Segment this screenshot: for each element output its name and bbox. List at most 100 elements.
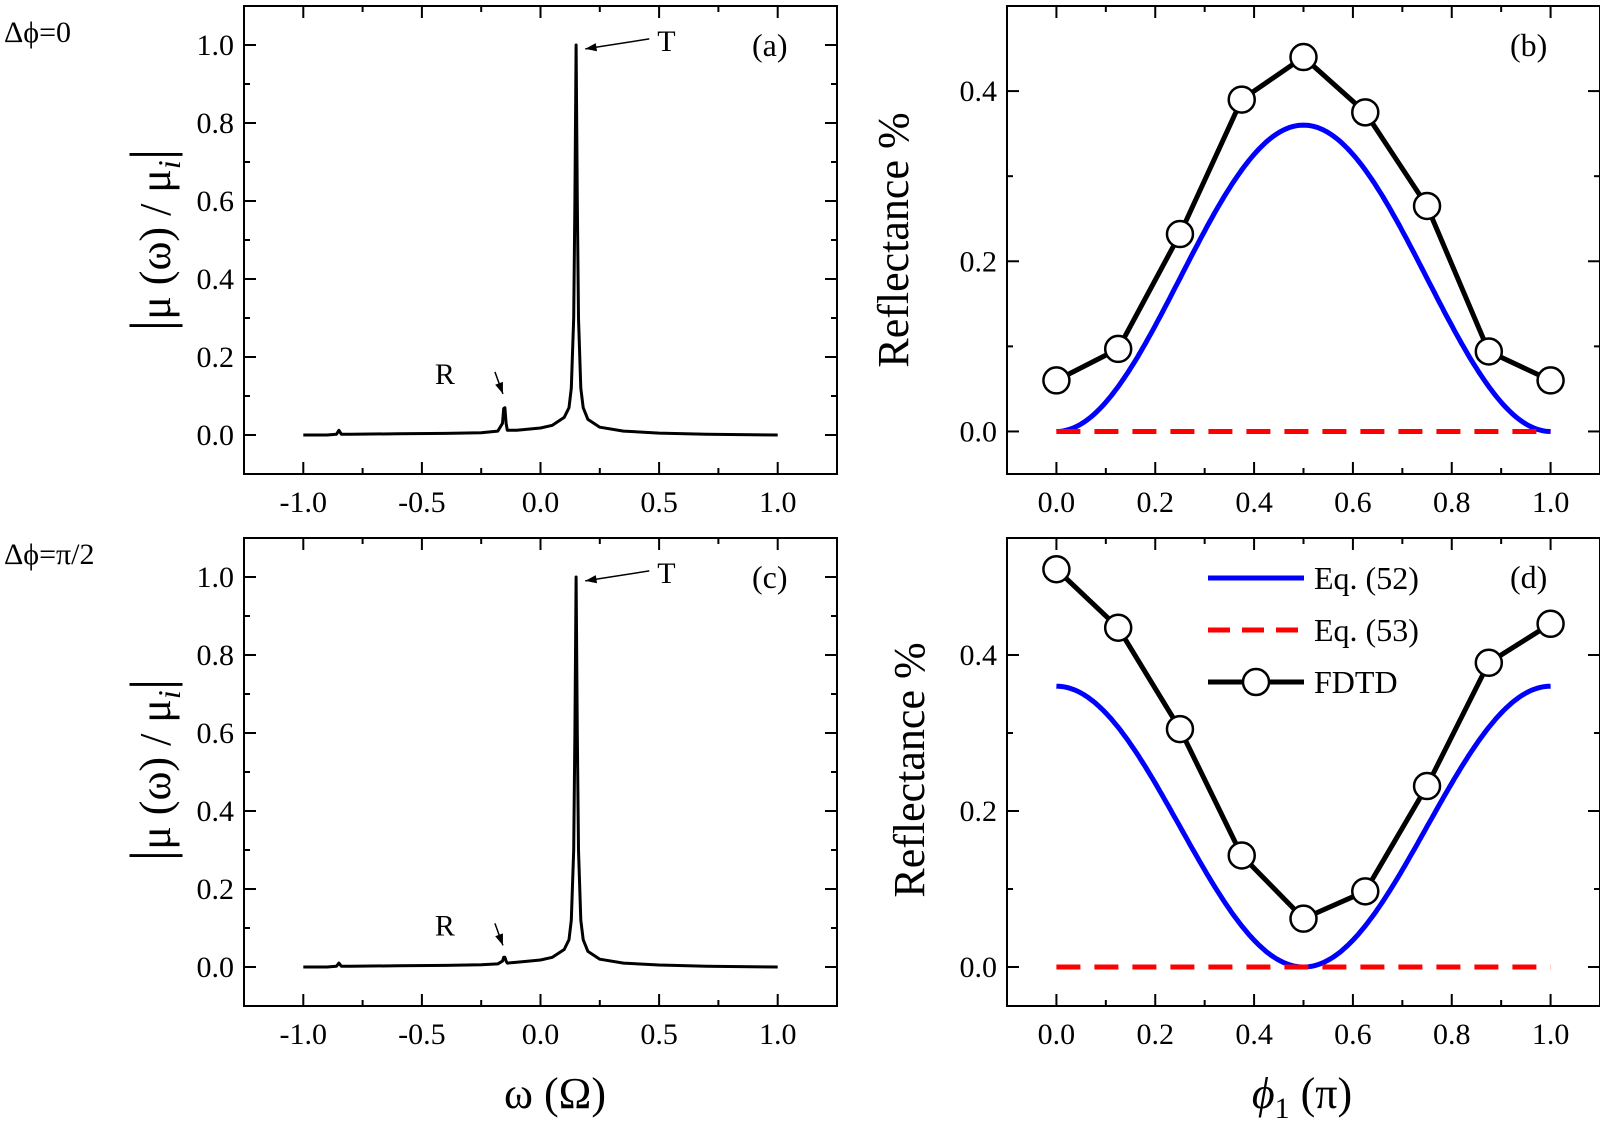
panel-d: (d) Reflectance % ϕ1 (π) Eq. (52) Eq. (5… — [885, 537, 1600, 1121]
data-point-d — [1165, 714, 1195, 744]
data-point-b — [1042, 366, 1071, 395]
series-line-a-0 — [303, 43, 778, 437]
y-tick-label-d: 0.2 — [960, 795, 998, 828]
svg-text:|μ (ω) / μi|: |μ (ω) / μi| — [118, 679, 187, 862]
annotation-arrowhead-c — [585, 575, 598, 584]
panel-label-a: (a) — [752, 27, 788, 63]
y-tick-label-b: 0.2 — [960, 245, 998, 278]
x-tick-label-c: -0.5 — [398, 1018, 446, 1051]
x-tick-label-c: -1.0 — [280, 1018, 328, 1051]
y-tick-label-a: 0.0 — [197, 419, 235, 452]
plot-frame-b — [1006, 5, 1600, 475]
svg-text:ϕ1 (π): ϕ1 (π) — [1252, 1069, 1352, 1121]
plot-area-c: -1.0 -0.5 0.0 0.5 1.0 0.0 0.2 0.4 0.6 0.8 1.0 T R — [197, 538, 837, 1051]
data-point-b — [1165, 219, 1195, 249]
y-tick-label-a: 1.0 — [197, 29, 235, 62]
row-label-top: Δϕ=0 — [4, 16, 71, 49]
x-tick-label-b: 0.4 — [1235, 486, 1273, 519]
legend: Eq. (52) Eq. (53) FDTD — [1208, 560, 1419, 700]
series-line-c-0 — [303, 575, 778, 969]
data-point-b — [1412, 191, 1442, 221]
x-tick-label-a: 0.5 — [640, 486, 678, 519]
x-tick-label-d: 0.2 — [1137, 1018, 1175, 1051]
y-tick-label-a: 0.4 — [197, 263, 235, 296]
y-axis-title-c: |μ (ω) / μi| — [118, 679, 187, 862]
y-tick-label-c: 0.0 — [197, 951, 235, 984]
x-tick-label-c: 1.0 — [759, 1018, 797, 1051]
x-tick-label-c: 0.0 — [522, 1018, 560, 1051]
data-point-d — [1536, 609, 1565, 639]
svg-text:|μ (ω) / μi|: |μ (ω) / μi| — [118, 149, 187, 332]
annotation-label-a: R — [435, 358, 455, 391]
x-axis-title-c: ω (Ω) — [504, 1069, 606, 1118]
x-tick-label-a: -1.0 — [280, 486, 328, 519]
x-tick-label-d: 0.6 — [1334, 1018, 1372, 1051]
annotation-label-c: R — [435, 909, 455, 942]
y-axis-title-a: |μ (ω) / μi| — [118, 149, 187, 332]
x-tick-label-a: 0.0 — [522, 486, 560, 519]
y-tick-label-a: 0.8 — [197, 107, 235, 140]
x-tick-label-b: 1.0 — [1532, 486, 1570, 519]
data-point-b — [1289, 42, 1318, 72]
y-tick-label-a: 0.2 — [197, 341, 235, 374]
y-tick-label-b: 0.0 — [960, 415, 998, 448]
annotation-arrowhead-c — [495, 933, 503, 946]
data-point-b — [1536, 366, 1565, 395]
annotation-label-a: T — [657, 25, 675, 58]
data-point-b — [1351, 98, 1380, 127]
data-point-b — [1474, 337, 1504, 366]
x-tick-label-b: 0.0 — [1038, 486, 1076, 519]
annotation-label-c: T — [657, 557, 675, 590]
plot-frame-c — [243, 537, 838, 1007]
annotation-arrowhead-a — [585, 43, 598, 52]
annotation-arrowhead-a — [495, 381, 503, 394]
x-tick-label-c: 0.5 — [640, 1018, 678, 1051]
data-point-d — [1042, 554, 1071, 584]
legend-label-eq52: Eq. (52) — [1314, 560, 1419, 596]
x-tick-label-d: 0.0 — [1038, 1018, 1076, 1051]
y-tick-label-c: 1.0 — [197, 561, 235, 594]
data-point-d — [1227, 841, 1256, 870]
data-point-d — [1412, 771, 1442, 801]
y-tick-label-b: 0.4 — [960, 75, 998, 108]
legend-marker-fdtd — [1241, 667, 1271, 697]
legend-label-eq53: Eq. (53) — [1314, 612, 1419, 648]
x-tick-label-d: 0.4 — [1235, 1018, 1273, 1051]
plot-area-d: 0.0 0.2 0.4 0.6 0.8 1.0 0.0 0.2 0.4 — [960, 538, 1600, 1051]
x-tick-label-d: 1.0 — [1532, 1018, 1570, 1051]
plot-frame-a — [243, 5, 838, 475]
y-tick-label-d: 0.0 — [960, 951, 998, 984]
y-axis-title-d: Reflectance % — [885, 642, 934, 897]
y-tick-label-c: 0.6 — [197, 717, 235, 750]
y-tick-label-d: 0.4 — [960, 639, 998, 672]
x-tick-label-d: 0.8 — [1433, 1018, 1471, 1051]
plot-area-b: 0.0 0.2 0.4 0.6 0.8 1.0 0.0 0.2 0.4 — [960, 6, 1600, 519]
data-point-b — [1103, 334, 1133, 364]
data-point-d — [1351, 877, 1380, 906]
x-tick-label-b: 0.2 — [1137, 486, 1175, 519]
x-tick-label-a: 1.0 — [759, 486, 797, 519]
data-point-d — [1103, 613, 1133, 642]
panel-c: (c) |μ (ω) / μi| ω (Ω) — [118, 537, 838, 1118]
data-point-b — [1227, 85, 1256, 114]
x-tick-label-b: 0.8 — [1433, 486, 1471, 519]
row-label-bottom: Δϕ=π/2 — [4, 538, 94, 571]
y-tick-label-a: 0.6 — [197, 185, 235, 218]
data-point-d — [1289, 904, 1318, 933]
panel-label-b: (b) — [1510, 27, 1547, 63]
x-axis-title-d: ϕ1 (π) — [1252, 1069, 1352, 1121]
panel-label-c: (c) — [752, 559, 788, 595]
series-line-b-fdtd — [1055, 54, 1552, 383]
data-point-d — [1474, 648, 1504, 678]
x-tick-label-b: 0.6 — [1334, 486, 1372, 519]
plot-area-a: -1.0 -0.5 0.0 0.5 1.0 0.0 0.2 0.4 0.6 0.8 1.0 T R — [197, 6, 837, 519]
legend-label-fdtd: FDTD — [1314, 664, 1398, 700]
y-axis-title-b: Reflectance % — [869, 112, 918, 367]
panel-label-d: (d) — [1510, 559, 1547, 595]
y-tick-label-c: 0.4 — [197, 795, 235, 828]
chart-marks: -1.0 -0.5 0.0 0.5 1.0 0.0 0.2 0.4 0.6 0.8 1.0 T R 0.0… — [197, 6, 1600, 1051]
series-line-b-eq52 — [1056, 122, 1551, 434]
panel-a: (a) |μ (ω) / μi| — [118, 5, 838, 475]
y-tick-label-c: 0.2 — [197, 873, 235, 906]
